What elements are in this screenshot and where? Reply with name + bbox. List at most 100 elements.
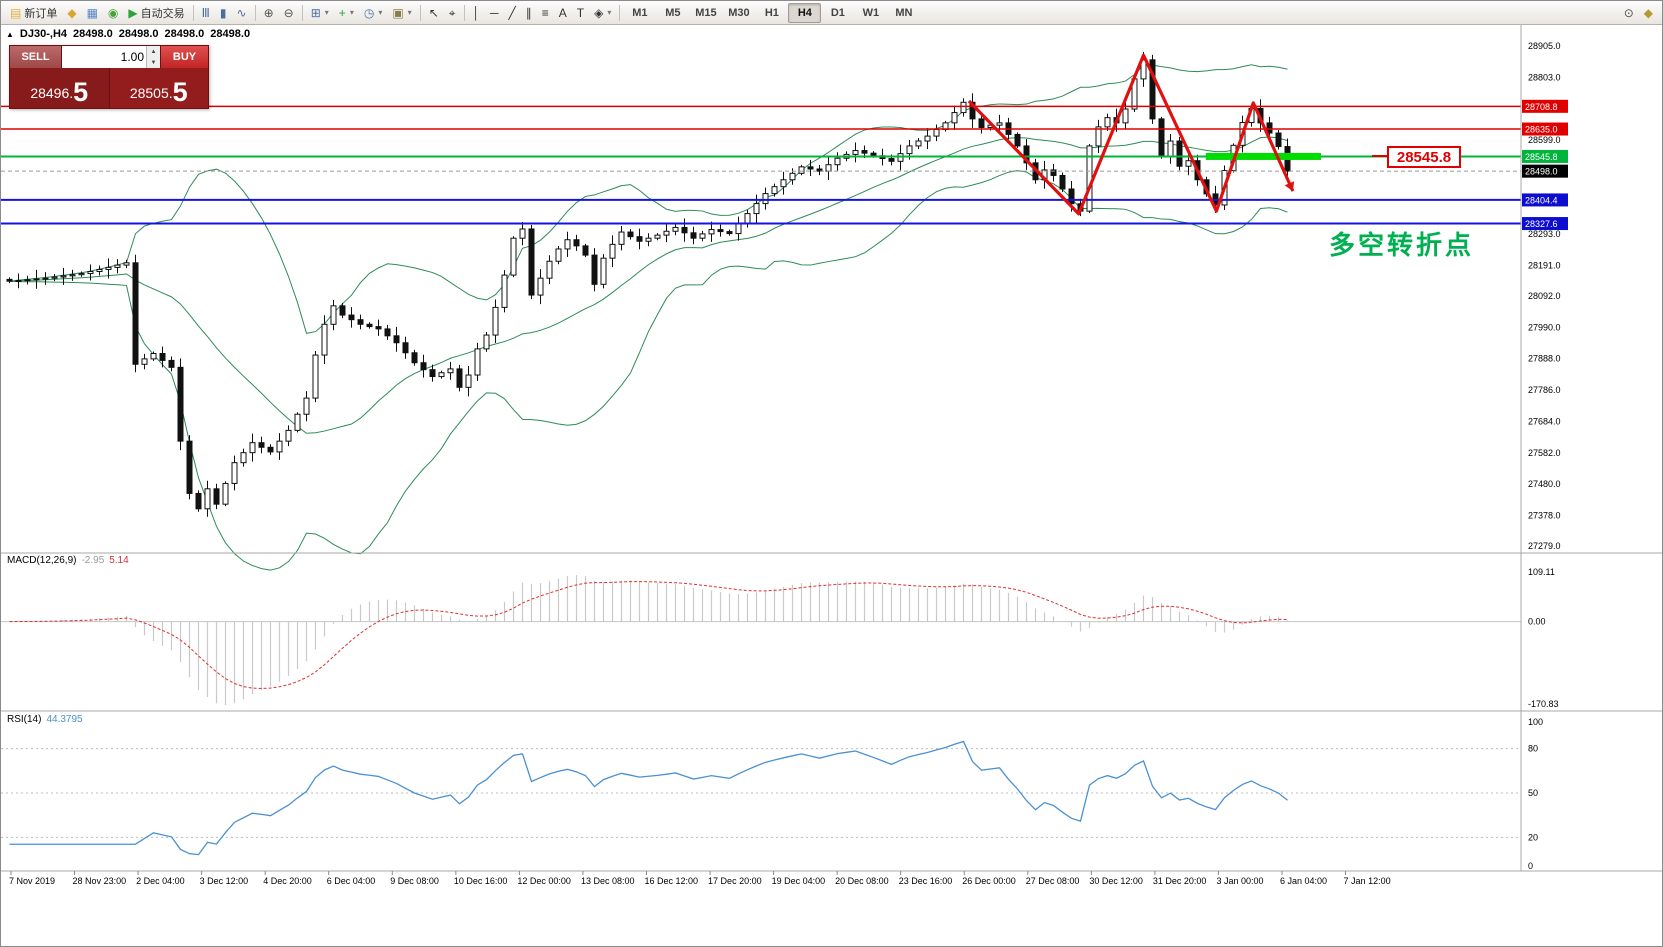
time-label: 7 Jan 12:00 <box>1343 876 1391 886</box>
time-label: 17 Dec 20:00 <box>708 876 762 886</box>
timeframe-mn-button[interactable]: MN <box>895 6 913 19</box>
svg-text:27582.0: 27582.0 <box>1528 448 1561 458</box>
svg-text:27888.0: 27888.0 <box>1528 354 1561 364</box>
buy-price-dot: . <box>168 85 173 101</box>
horizontal-level-lines[interactable] <box>1 105 1521 225</box>
svg-text:28092.0: 28092.0 <box>1528 291 1561 301</box>
shapes-icon: ◈ <box>594 5 604 20</box>
ohlc-open: 28498.0 <box>73 28 113 40</box>
toolbar-separator <box>463 4 465 21</box>
price-callout-box[interactable]: 28545.8 <box>1387 146 1461 168</box>
sell-price-int: 28496 <box>30 85 70 101</box>
price-tag-28327.6 <box>1522 217 1568 231</box>
volume-input[interactable] <box>62 46 146 68</box>
buy-button[interactable]: BUY <box>160 46 208 68</box>
support-highlight-bar[interactable] <box>1205 152 1321 160</box>
fibonacci-button[interactable]: ≡ <box>537 2 554 24</box>
shapes-button[interactable]: ◈ ▾ <box>589 2 616 24</box>
timeframe-m15-button[interactable]: M15 <box>695 6 717 19</box>
price-tag-28635.0 <box>1522 122 1568 136</box>
sell-button[interactable]: SELL <box>10 46 62 68</box>
autotrading-button[interactable]: ▶ 自动交易 <box>123 2 189 24</box>
sell-price-pips: 5 <box>73 77 89 108</box>
people-icon: ◆ <box>1643 5 1653 20</box>
timeframe-m1-button[interactable]: M1 <box>632 6 648 19</box>
rsi-name: RSI(14) <box>7 714 42 725</box>
svg-text:28191.0: 28191.0 <box>1528 261 1561 271</box>
periods-button[interactable]: ◷ ▾ <box>359 2 388 24</box>
timeframe-m30-button[interactable]: M30 <box>728 6 750 19</box>
bull-bear-turning-point-annotation[interactable]: 多空转折点 <box>1329 230 1475 260</box>
rsi-line <box>9 740 1288 856</box>
buy-price[interactable]: 28505. 5 <box>109 68 208 108</box>
macd-signal-line <box>9 581 1288 689</box>
macd-signal-value: 5.14 <box>109 555 129 566</box>
time-label: 16 Dec 12:00 <box>644 876 699 886</box>
indicators-button[interactable]: + ▾ <box>334 2 359 24</box>
time-label: 30 Dec 12:00 <box>1089 876 1143 886</box>
time-label: 10 Dec 16:00 <box>453 876 508 886</box>
svg-text:27990.0: 27990.0 <box>1528 322 1561 332</box>
toolbar-right-group: ⊙ ◆ <box>1619 2 1658 24</box>
volume-up-button[interactable]: ▲ <box>147 46 160 57</box>
chevron-down-icon: ▾ <box>378 8 383 17</box>
candlestick-icon: ▮ <box>219 5 227 20</box>
svg-text:27684.0: 27684.0 <box>1528 416 1561 426</box>
trendline-icon: ╱ <box>508 5 516 20</box>
search-icon: ⊙ <box>1623 5 1634 20</box>
community-button[interactable]: ◉ <box>103 2 123 24</box>
time-label: 19 Dec 04:00 <box>771 876 826 886</box>
order-panel-controls: SELL ▲ ▼ BUY <box>10 46 208 68</box>
templates-button[interactable]: ▣ ▾ <box>387 2 416 24</box>
price-tag-28708.8 <box>1522 99 1568 113</box>
channel-button[interactable]: ∥ <box>521 2 537 24</box>
chart-bars-button[interactable]: Ⅲ <box>197 2 215 24</box>
deposit-button[interactable]: ◆ <box>62 2 81 24</box>
svg-text:20: 20 <box>1528 832 1538 842</box>
price-tag-28404.4 <box>1522 193 1568 207</box>
rsi-indicator-label: RSI(14) 44.3795 <box>7 714 83 725</box>
collapse-subwindow-icon[interactable]: ▲ <box>6 29 14 39</box>
volume-down-button[interactable]: ▼ <box>147 57 160 68</box>
search-button[interactable]: ⊙ <box>1619 2 1639 24</box>
trend-zigzag-lines[interactable] <box>967 53 1295 216</box>
horizontal-line-button[interactable]: ─ <box>485 2 504 24</box>
crosshair-button[interactable]: ⌖ <box>444 2 461 24</box>
timeframe-w1-button[interactable]: W1 <box>862 6 880 19</box>
charts-window-button[interactable]: ▦ <box>82 2 103 24</box>
trend-arrow-head <box>1284 181 1295 192</box>
zoom-out-button[interactable]: ⊖ <box>279 2 299 24</box>
toolbar-separator <box>192 4 194 21</box>
vertical-line-button[interactable]: │ <box>468 2 486 24</box>
tile-windows-button[interactable]: ⊞ ▾ <box>306 2 334 24</box>
chart-line-button[interactable]: ∿ <box>232 2 252 24</box>
new-order-button-label: 新订单 <box>24 7 58 20</box>
time-label: 13 Dec 08:00 <box>580 876 635 886</box>
channel-icon: ∥ <box>525 5 532 20</box>
community-chat-button[interactable]: ◆ <box>1639 2 1658 24</box>
trendline-button[interactable]: ╱ <box>504 2 521 24</box>
svg-text:-170.83: -170.83 <box>1528 699 1559 709</box>
time-label: 27 Dec 08:00 <box>1025 876 1080 886</box>
label-button[interactable]: T <box>572 2 589 24</box>
zoom-in-button[interactable]: ⊕ <box>259 2 279 24</box>
time-label: 9 Dec 08:00 <box>390 876 439 886</box>
macd-histogram <box>17 575 1289 705</box>
svg-text:27279.0: 27279.0 <box>1528 541 1561 551</box>
timeframe-h1-button[interactable]: H1 <box>764 6 779 19</box>
text-button[interactable]: A <box>554 2 572 24</box>
sell-price[interactable]: 28496. 5 <box>10 68 110 108</box>
rsi-axis-labels: 100 80 50 20 0 <box>1528 717 1543 871</box>
time-label: 26 Dec 00:00 <box>962 876 1016 886</box>
timeframe-m5-button[interactable]: M5 <box>665 6 681 19</box>
timeframe-h4-button[interactable]: H4 <box>788 2 822 23</box>
cursor-button[interactable]: ↖ <box>424 2 444 24</box>
timeframe-d1-button[interactable]: D1 <box>830 6 845 19</box>
new-order-button[interactable]: ▤ 新订单 <box>5 2 62 24</box>
chart-candles-button[interactable]: ▮ <box>215 2 232 24</box>
toolbar-separator <box>254 4 256 21</box>
crosshair-icon: ⌖ <box>448 5 456 20</box>
template-icon: ▣ <box>392 5 404 20</box>
svg-text:28293.0: 28293.0 <box>1528 229 1561 239</box>
